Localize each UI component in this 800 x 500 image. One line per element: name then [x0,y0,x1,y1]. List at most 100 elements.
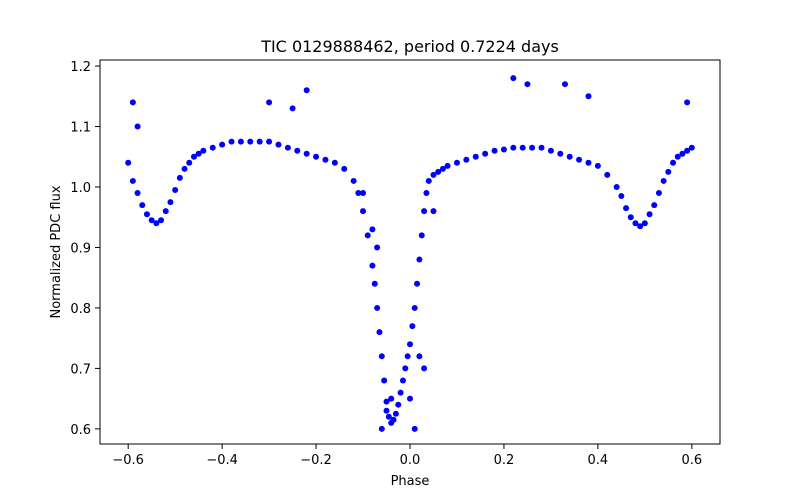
data-point [374,244,381,251]
data-point [303,87,310,94]
data-point [411,304,418,311]
data-point [134,123,141,130]
data-point [679,150,686,157]
data-point [416,353,423,360]
data-point [129,177,136,184]
data-point [439,165,446,172]
data-point [209,144,216,151]
data-point [369,226,376,233]
data-point [418,232,425,239]
data-point [181,165,188,172]
data-point [407,395,413,402]
data-point [430,171,437,178]
data-point [637,223,644,230]
data-point [129,99,136,106]
data-point [463,156,470,163]
y-tick-label: 0.9 [70,241,91,256]
data-point [538,144,545,151]
data-point [360,190,367,197]
data-point [519,144,526,151]
y-tick-label: 0.6 [70,423,91,438]
data-point [472,153,479,160]
data-point [655,190,662,197]
data-point [392,410,399,417]
y-axis-label: Normalized PDC flux [49,185,64,318]
data-point [219,141,226,148]
data-point [195,150,202,157]
data-point [510,75,517,82]
plot-frame [99,59,721,445]
data-point [430,208,437,215]
x-tick-label: 0.4 [588,453,609,468]
data-point [134,190,141,197]
x-tick-label: 0.6 [681,453,702,468]
data-point [275,141,282,148]
data-point [414,280,421,287]
x-tick-label: 0.2 [494,453,515,468]
data-point [562,81,568,88]
data-point [378,425,385,432]
data-point [383,407,390,414]
data-point [153,220,160,227]
data-point [294,147,301,154]
data-point [162,208,169,215]
data-point [651,202,658,209]
data-point [200,147,207,154]
data-point [167,199,174,206]
data-point [660,177,667,184]
data-point [176,174,183,181]
data-point [684,99,691,106]
data-point [190,153,197,160]
data-point [425,177,432,184]
data-point [383,398,390,405]
data-point [247,138,254,145]
data-point [341,165,348,172]
data-point [421,208,428,215]
data-point [322,156,329,163]
data-point [641,220,648,227]
data-point [266,99,273,106]
data-point [613,183,620,190]
data-point [576,156,583,163]
data-point [303,150,310,157]
data-point [139,202,146,209]
data-point [313,153,320,160]
data-point [369,262,376,269]
data-point [143,211,150,218]
data-point [388,395,395,402]
data-point [665,168,672,175]
data-point [390,416,397,423]
data-point [585,93,592,100]
y-axis-ticks: 0.6 0.7 0.8 0.9 1.0 1.1 1.2 [70,60,100,438]
data-point [482,150,489,157]
data-point [416,256,423,263]
data-point [411,425,418,432]
data-point [524,81,531,88]
data-point [421,365,428,372]
x-tick-label: −0.6 [112,453,144,468]
data-point [237,138,244,145]
y-tick-label: 0.7 [70,362,91,377]
data-point [423,190,430,197]
data-point [350,177,357,184]
data-point [547,147,554,154]
data-point [385,413,392,420]
data-point [585,159,592,166]
y-tick-label: 1.2 [70,60,91,75]
data-point [256,138,263,145]
data-point [355,190,362,197]
data-point [148,217,155,224]
y-tick-label: 1.1 [70,121,91,136]
data-point [566,153,573,160]
data-point [491,147,498,154]
data-point [399,377,406,384]
data-point [604,171,611,178]
data-point [510,144,517,151]
data-point [364,232,371,239]
data-point [646,211,653,218]
data-point [158,217,165,224]
data-point [360,208,367,215]
data-point [395,401,402,408]
data-point [623,205,630,212]
